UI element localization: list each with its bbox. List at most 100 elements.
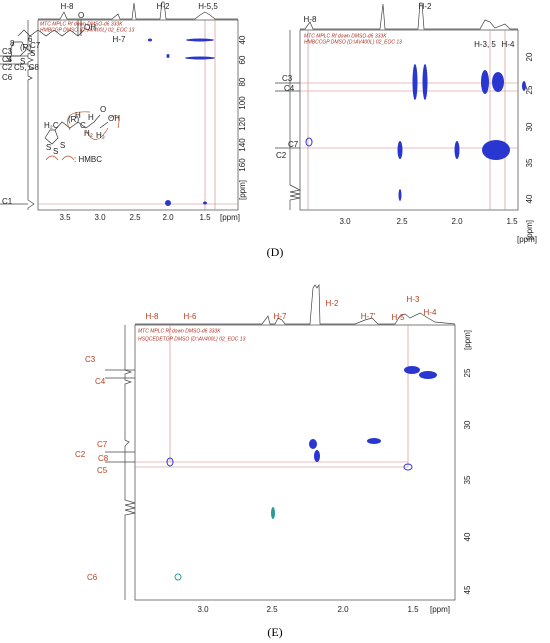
header-line: MTC MPLC Rf down DMSO-d6 333K	[40, 21, 123, 27]
molecule-label: S	[46, 143, 51, 152]
c-label: C4	[284, 84, 295, 93]
molecule-label: H₂C	[44, 121, 59, 130]
c-label: C3	[2, 47, 13, 56]
h-label: H-2	[157, 2, 170, 11]
molecule-label: O	[100, 105, 106, 114]
molecule-label: : HMBC	[74, 155, 102, 164]
y-tick-label: [ppm]	[525, 220, 534, 240]
header-line: HMBCGP DMSO {D:\AV400L} 02_EOC 13	[40, 27, 135, 33]
x-tick-label: 2.0	[451, 217, 463, 226]
molecule-bonds	[9, 20, 120, 161]
x-tick-label: 1.5	[506, 217, 518, 226]
molecule-label: H	[75, 111, 81, 120]
molecule-label: S	[60, 141, 65, 150]
y-tick-label: 35	[463, 475, 472, 484]
h-label: H-7'	[361, 312, 376, 321]
c-label: C8	[98, 454, 109, 463]
y-tick-label: 45	[463, 585, 472, 594]
x-tick-label: 3.0	[94, 213, 106, 222]
guide-lines	[38, 20, 518, 468]
c-label: C7	[97, 440, 108, 449]
y-tick-label: 25	[463, 368, 472, 377]
header-line: MTC MPLC Rf down DMSO-d6 333K	[138, 328, 221, 334]
caption: (E)	[267, 625, 282, 639]
c-label: C2	[2, 63, 13, 72]
y-tick-label: 20	[525, 52, 534, 61]
y-tick-label: 80	[238, 77, 247, 86]
header-line: HSQCEDETGP DMSO {D:\AV400L} 02_EOC 13	[138, 336, 246, 342]
h-label: H-3	[407, 295, 420, 304]
c-label: C3	[282, 74, 293, 83]
h-label: H-6	[184, 312, 197, 321]
c-label: C6	[2, 73, 13, 82]
y-tick-label: 60	[238, 55, 247, 64]
y-tick-label: 35	[525, 158, 534, 167]
y-tick-label: 120	[238, 117, 247, 131]
molecule-label: (R)	[68, 115, 79, 124]
y-tick-label: 30	[525, 122, 534, 131]
molecule-label: C	[80, 121, 86, 130]
c-label: C2	[75, 450, 86, 459]
h-label: H-7	[113, 35, 126, 44]
x-tick-label: [ppm]	[430, 605, 450, 614]
y-tick-label: [ppm]	[463, 330, 472, 350]
h-label: H-4	[424, 308, 437, 317]
c-label: C3	[85, 355, 96, 364]
x-tick-label: [ppm]	[517, 235, 537, 244]
y-tick-label: 160	[238, 158, 247, 172]
c-label: C7	[30, 41, 41, 50]
h-label: H-5	[392, 313, 405, 322]
y-tick-label: 30	[463, 420, 472, 429]
caption: (D)	[267, 245, 284, 259]
y-tick-label: 25	[525, 85, 534, 94]
y-tick-label: 100	[238, 96, 247, 110]
c-label: C2	[276, 151, 287, 160]
x-tick-label: 2.0	[337, 605, 349, 614]
x-tick-label: 2.0	[162, 213, 174, 222]
y-tick-label: 140	[238, 138, 247, 152]
c-label: C4	[95, 377, 106, 386]
x-tick-label: 2.5	[266, 605, 278, 614]
x-tick-label: 2.5	[129, 213, 141, 222]
x-tick-label: 2.5	[396, 217, 408, 226]
y-tick-label: 40	[525, 194, 534, 203]
h-label: H-2	[326, 299, 339, 308]
x-tick-label: 1.5	[407, 605, 419, 614]
layout	[0, 1, 519, 601]
c-label: C5	[97, 466, 108, 475]
header-line: HMBCCGP DMSO {D:\AV400L} 02_EOC 13	[304, 39, 402, 45]
x-tick-label: 3.5	[59, 213, 71, 222]
h-label: H-8	[304, 15, 317, 24]
h-label: H-8	[61, 2, 74, 11]
molecule-label: S	[6, 55, 11, 64]
h-label: H-4	[502, 40, 515, 49]
h-label: H-3, 5	[474, 40, 496, 49]
molecule-label: S	[53, 147, 58, 156]
molecule-label: 8	[10, 39, 15, 48]
header-line: MTC MPLC Rf down DMSO-d6 333K	[304, 33, 387, 39]
h-label: H-5,5	[198, 2, 218, 11]
c-label: C4	[2, 55, 13, 64]
molecule-label: H	[88, 113, 94, 122]
h-label: H-2	[419, 2, 432, 11]
molecule-label: OH	[108, 114, 120, 123]
h-label: H-7	[274, 312, 287, 321]
x-tick-label: 1.5	[199, 213, 211, 222]
molecule-label: S	[20, 57, 25, 66]
c-label: C7	[288, 140, 299, 149]
cross-peaks	[148, 38, 526, 581]
molecule-label: OH	[84, 23, 96, 32]
c-label: C1	[2, 197, 13, 206]
c-label: C6	[87, 573, 98, 582]
x-tick-label: [ppm]	[220, 213, 240, 222]
y-tick-label: 40	[463, 532, 472, 541]
molecule-label: H₂	[96, 131, 105, 140]
y-tick-label: [ppm]	[238, 180, 247, 200]
molecule-label: H₂	[84, 129, 93, 138]
h-label: H-8	[146, 312, 159, 321]
x-tick-label: 3.0	[339, 217, 351, 226]
molecule-label: S	[30, 49, 35, 58]
c-label: C5, C8	[14, 63, 39, 72]
x-tick-label: 3.0	[197, 605, 209, 614]
